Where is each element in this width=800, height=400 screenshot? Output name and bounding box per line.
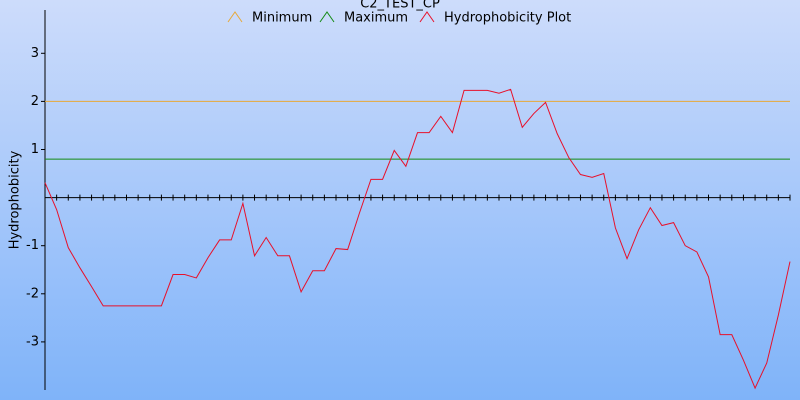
legend-icon [319,11,335,23]
y-tick-label: -2 [26,286,39,301]
y-tick-label: 3 [31,46,39,61]
y-axis-label: Hydrophobicity [8,150,23,249]
legend: Minimum Maximum Hydrophobicity Plot [227,11,571,26]
y-tick-label: -3 [26,334,39,349]
y-tick-label: 2 [31,94,39,109]
legend-label: Hydrophobicity Plot [444,11,571,26]
legend-label: Minimum [252,11,312,26]
y-tick-label: 1 [31,142,39,157]
legend-icon [227,11,243,23]
series-line [44,88,791,390]
legend-icon [419,11,435,23]
legend-label: Maximum [344,11,408,26]
chart-title: C2_TEST_CP [360,0,440,12]
y-tick-label: -1 [26,238,39,253]
